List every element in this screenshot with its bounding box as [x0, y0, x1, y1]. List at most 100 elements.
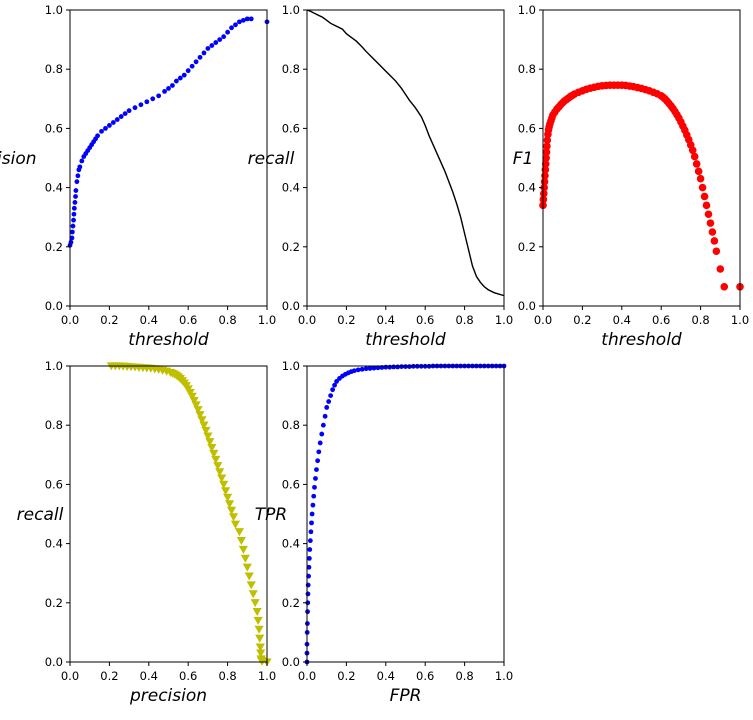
- data-point: [72, 200, 78, 205]
- data-point: [213, 40, 219, 45]
- data-point: [68, 239, 74, 245]
- data-point: [696, 174, 705, 183]
- x-tick-label: 0.0: [298, 313, 316, 327]
- data-point: [205, 438, 215, 447]
- data-point: [367, 365, 373, 371]
- data-point: [542, 148, 551, 156]
- x-axis-label: precision: [129, 686, 207, 706]
- data-point: [698, 183, 707, 192]
- data-point: [213, 462, 223, 471]
- data-point: [166, 86, 171, 91]
- data-point: [71, 211, 77, 217]
- x-tick-label: 0.6: [416, 669, 434, 683]
- x-tick-label: 0.8: [691, 313, 709, 327]
- x-tick-label: 0.2: [100, 669, 118, 683]
- y-tick-label: 0.2: [45, 240, 63, 254]
- data-point: [330, 387, 336, 393]
- data-point: [317, 440, 323, 446]
- data-point: [195, 411, 205, 420]
- data-point: [73, 194, 78, 199]
- data-point: [228, 513, 239, 522]
- data-point: [118, 114, 124, 119]
- y-tick-label: 0.2: [518, 240, 536, 254]
- tpr-fpr-panel: 0.0 0.2 0.4 0.6 0.8 1.0 0.0 0.2 0.4 0.6 0.8 1.0 FPR T…: [255, 359, 513, 706]
- data-point: [363, 366, 369, 372]
- data-point: [238, 545, 248, 554]
- data-point: [244, 572, 254, 581]
- axes-frame: [542, 9, 741, 307]
- y-tick-label: 0.6: [282, 121, 300, 135]
- data-point: [209, 449, 219, 458]
- data-point: [690, 152, 699, 161]
- x-axis-label: threshold: [365, 330, 446, 350]
- data-point: [322, 413, 328, 419]
- data-point: [185, 68, 191, 74]
- data-point: [107, 123, 112, 128]
- data-point: [150, 96, 156, 102]
- x-tick-label: 0.0: [534, 313, 552, 327]
- data-point: [255, 643, 265, 652]
- data-point: [309, 520, 314, 526]
- y-tick-label: 0.0: [282, 299, 300, 313]
- data-point: [248, 590, 258, 599]
- data-point: [95, 133, 100, 139]
- x-tick-label: 0.4: [140, 669, 158, 683]
- x-axis-label: threshold: [128, 330, 209, 350]
- data-point: [543, 136, 552, 145]
- y-tick-label: 0.6: [518, 121, 536, 135]
- data-point: [207, 444, 217, 453]
- data-point: [79, 158, 85, 164]
- data-point: [73, 188, 79, 193]
- data-point: [541, 160, 550, 168]
- data-point: [309, 511, 315, 517]
- x-tick-label: 0.2: [100, 313, 118, 327]
- data-point: [122, 111, 128, 116]
- x-axis-label: threshold: [601, 330, 682, 350]
- data-point: [371, 365, 377, 371]
- x-tick-label: 0.8: [218, 313, 236, 327]
- data-point: [170, 83, 175, 88]
- data-point: [700, 192, 709, 201]
- y-tick-label: 0.4: [282, 181, 300, 195]
- x-tick-label: 0.8: [455, 669, 473, 683]
- axes-frame: [306, 365, 505, 663]
- y-tick-label: 0.6: [282, 477, 300, 491]
- data-point: [233, 22, 238, 28]
- x-tick-label: 0.2: [337, 313, 355, 327]
- data-point: [326, 399, 332, 404]
- data-point: [706, 219, 715, 227]
- x-tick-label: 1.0: [258, 669, 276, 683]
- data-point: [223, 493, 233, 502]
- data-point: [221, 487, 231, 496]
- data-point: [144, 99, 150, 105]
- data-point: [69, 235, 75, 241]
- data-point: [177, 75, 183, 81]
- data-point: [324, 405, 330, 410]
- y-tick-label: 0.0: [518, 299, 536, 313]
- data-point: [191, 401, 201, 410]
- y-tick-label: 1.0: [282, 359, 300, 373]
- data-point: [351, 368, 357, 374]
- series-tpr-fpr: [304, 363, 507, 665]
- data-point: [694, 167, 703, 176]
- x-tick-label: 0.4: [377, 313, 395, 327]
- data-point: [193, 406, 203, 415]
- data-point: [332, 382, 337, 388]
- x-tick-label: 1.0: [258, 313, 276, 327]
- data-point: [103, 125, 108, 131]
- data-point: [70, 223, 76, 229]
- data-point: [307, 547, 313, 552]
- data-point: [692, 160, 701, 168]
- x-tick-label: 0.8: [218, 669, 236, 683]
- data-point: [189, 396, 199, 406]
- data-point: [712, 247, 721, 256]
- data-point: [244, 16, 250, 22]
- y-tick-label: 0.8: [282, 62, 300, 76]
- data-point: [173, 78, 179, 84]
- data-point: [407, 364, 412, 369]
- data-point: [138, 102, 144, 108]
- x-tick-label: 0.6: [652, 313, 670, 327]
- data-point: [320, 422, 326, 428]
- data-point: [217, 474, 227, 483]
- data-point: [375, 365, 381, 371]
